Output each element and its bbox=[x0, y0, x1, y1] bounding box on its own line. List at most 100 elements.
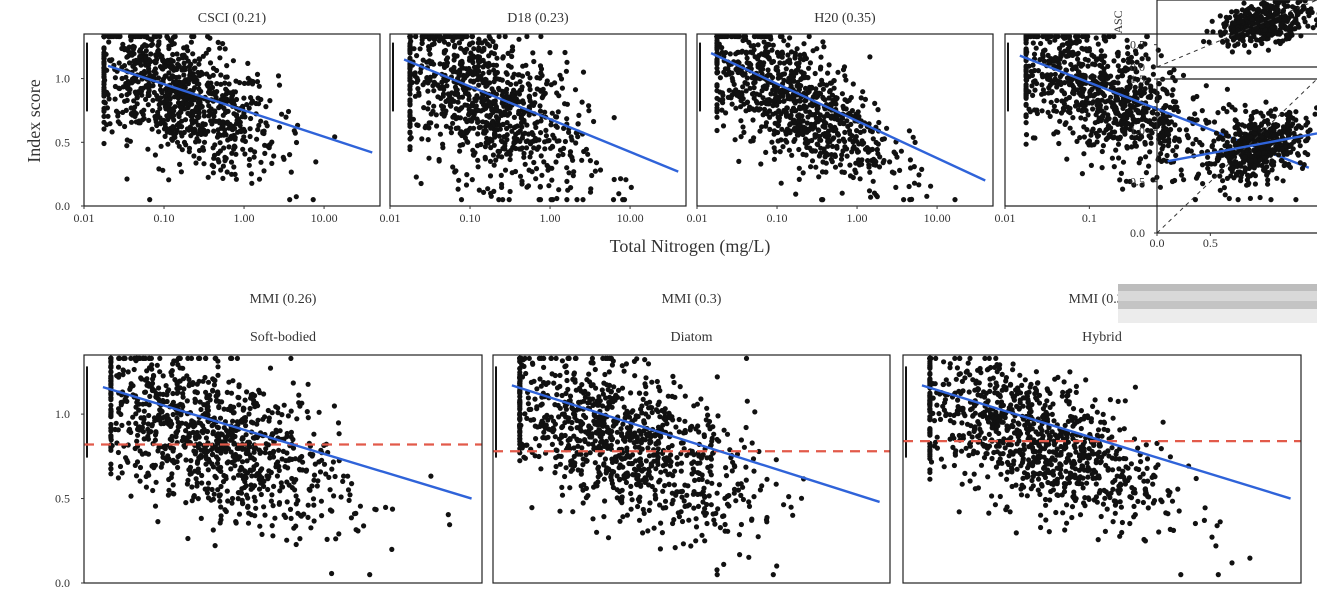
data-point bbox=[1265, 169, 1271, 176]
data-point bbox=[156, 385, 162, 391]
chart-panel-5: 0.00.5 bbox=[1130, 0, 1317, 74]
data-point bbox=[1072, 103, 1079, 109]
data-point bbox=[131, 98, 137, 104]
y-tick-label: 1.0 bbox=[55, 72, 70, 86]
data-point bbox=[1029, 72, 1035, 78]
data-point bbox=[776, 99, 783, 105]
data-point bbox=[772, 92, 778, 98]
data-point bbox=[779, 54, 785, 60]
data-point bbox=[1100, 114, 1106, 120]
data-point bbox=[198, 406, 204, 413]
data-point bbox=[482, 38, 488, 44]
data-point bbox=[1074, 51, 1080, 57]
data-point bbox=[555, 153, 562, 159]
data-point bbox=[1034, 107, 1040, 113]
data-point bbox=[1199, 108, 1205, 114]
data-point bbox=[469, 53, 475, 60]
data-point bbox=[1179, 172, 1185, 178]
data-point bbox=[1305, 119, 1311, 126]
data-point bbox=[1023, 120, 1029, 126]
data-point bbox=[858, 123, 864, 129]
data-point bbox=[426, 46, 433, 52]
data-point bbox=[439, 79, 445, 85]
regression-line bbox=[403, 58, 679, 173]
data-point bbox=[185, 355, 191, 361]
data-point bbox=[485, 186, 491, 192]
data-point bbox=[867, 128, 874, 134]
data-point bbox=[616, 191, 622, 197]
data-point bbox=[1045, 58, 1051, 64]
data-point bbox=[132, 89, 138, 95]
data-point bbox=[1252, 181, 1258, 187]
data-point bbox=[101, 92, 107, 98]
data-point bbox=[533, 166, 540, 172]
data-point bbox=[538, 34, 544, 40]
data-point bbox=[196, 61, 202, 67]
data-point bbox=[407, 102, 413, 108]
data-point bbox=[879, 136, 885, 142]
data-point bbox=[1188, 148, 1194, 154]
data-point bbox=[407, 55, 413, 61]
data-point bbox=[875, 141, 881, 147]
data-point bbox=[1144, 34, 1150, 40]
data-point bbox=[1059, 88, 1065, 94]
data-point bbox=[524, 34, 530, 40]
data-point bbox=[443, 123, 449, 129]
data-point bbox=[137, 464, 144, 471]
data-point bbox=[513, 81, 519, 87]
data-point bbox=[222, 80, 228, 86]
data-point bbox=[152, 66, 158, 72]
data-point bbox=[180, 79, 186, 86]
data-point bbox=[407, 114, 413, 120]
data-point bbox=[514, 90, 520, 96]
data-point bbox=[118, 411, 124, 417]
data-point bbox=[771, 156, 778, 162]
data-point bbox=[277, 488, 283, 494]
data-point bbox=[623, 177, 629, 183]
data-point bbox=[243, 432, 249, 438]
data-point bbox=[1201, 38, 1207, 45]
data-point bbox=[796, 146, 802, 153]
data-point bbox=[1076, 69, 1082, 75]
data-point bbox=[329, 570, 335, 577]
data-point bbox=[1252, 157, 1258, 163]
data-point bbox=[315, 478, 321, 484]
data-point bbox=[780, 71, 786, 77]
data-point bbox=[285, 108, 292, 115]
data-point bbox=[170, 34, 177, 40]
data-point bbox=[123, 74, 129, 80]
data-point bbox=[1312, 111, 1317, 117]
data-point bbox=[426, 125, 432, 131]
data-point bbox=[1098, 48, 1104, 54]
data-point bbox=[836, 138, 842, 144]
data-point bbox=[744, 55, 750, 61]
data-point bbox=[177, 161, 183, 167]
data-point bbox=[1108, 94, 1114, 100]
data-point bbox=[832, 127, 839, 133]
data-point bbox=[1160, 86, 1166, 92]
data-point bbox=[133, 411, 139, 417]
data-point bbox=[1173, 152, 1179, 158]
data-point bbox=[1298, 125, 1304, 131]
data-point bbox=[547, 50, 553, 56]
data-point bbox=[1270, 20, 1276, 26]
x-tick-label: 10.00 bbox=[617, 211, 644, 225]
data-point bbox=[840, 136, 846, 142]
data-point bbox=[868, 194, 874, 200]
data-point bbox=[1070, 130, 1076, 136]
data-point bbox=[431, 79, 437, 85]
data-point bbox=[123, 46, 129, 52]
data-point bbox=[1099, 108, 1105, 114]
data-point bbox=[480, 70, 486, 76]
data-point bbox=[126, 420, 132, 426]
data-point bbox=[1049, 89, 1055, 95]
data-point bbox=[453, 125, 459, 131]
data-point bbox=[1288, 142, 1294, 148]
data-point bbox=[543, 133, 550, 139]
data-point bbox=[164, 113, 170, 119]
data-point bbox=[1232, 140, 1239, 146]
data-point bbox=[1023, 74, 1029, 80]
data-point bbox=[1073, 99, 1080, 105]
data-point bbox=[1075, 34, 1081, 40]
data-point bbox=[196, 155, 202, 161]
